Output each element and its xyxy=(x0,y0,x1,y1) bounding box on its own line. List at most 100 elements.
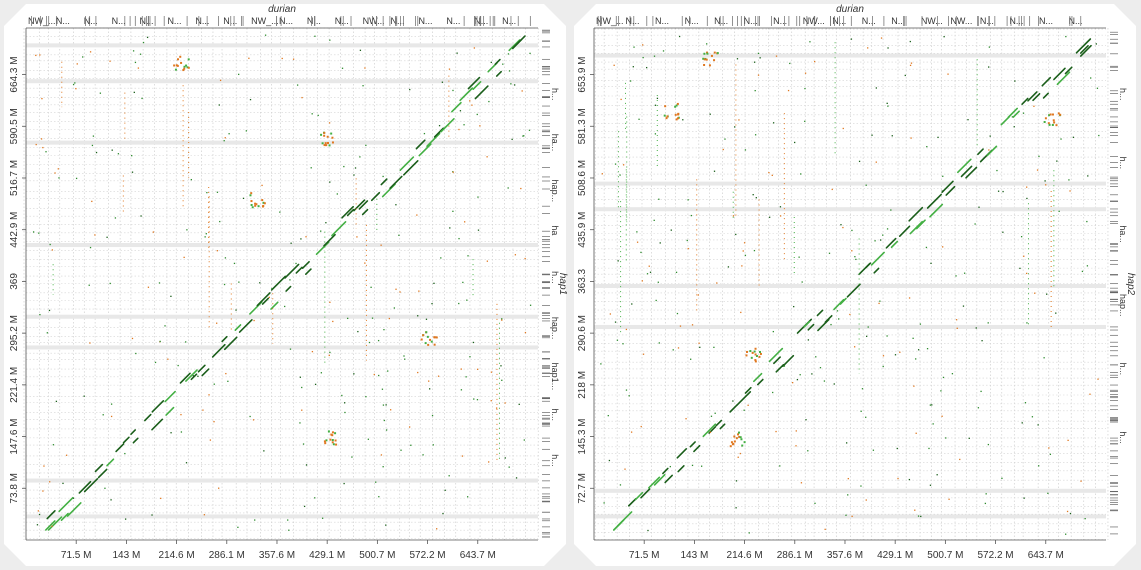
alignment-segment xyxy=(1064,66,1073,75)
top-scaffold-label: N... xyxy=(1068,16,1082,26)
alignment-dot xyxy=(878,302,880,305)
top-scaffold-label: N... xyxy=(685,16,699,26)
alignment-dot xyxy=(867,326,869,328)
alignment-dot xyxy=(687,247,689,250)
alignment-dot xyxy=(466,496,469,498)
cluster-dot xyxy=(331,441,334,444)
alignment-dot xyxy=(371,317,374,319)
alignment-dot xyxy=(997,190,1000,192)
alignment-segment xyxy=(97,468,108,479)
cluster-dot xyxy=(183,67,186,70)
alignment-dot xyxy=(1022,112,1025,114)
alignment-dot xyxy=(628,395,630,397)
alignment-dot xyxy=(624,468,626,470)
alignment-dot xyxy=(831,188,833,191)
top-scaffold-label: N... xyxy=(112,16,126,26)
alignment-dot xyxy=(381,388,384,390)
alignment-dot xyxy=(403,355,405,357)
cluster-dot xyxy=(674,105,677,108)
top-scaffold-label: N... xyxy=(279,16,293,26)
alignment-segment xyxy=(459,87,474,102)
alignment-dot xyxy=(709,113,711,115)
alignment-dot xyxy=(636,231,638,233)
alignment-dot xyxy=(861,388,864,390)
alignment-dot xyxy=(152,231,155,233)
alignment-segment xyxy=(201,368,210,377)
cluster-dot xyxy=(324,142,327,145)
alignment-dot xyxy=(1067,439,1069,442)
alignment-dot xyxy=(617,260,619,262)
alignment-dot xyxy=(524,257,526,260)
alignment-segment xyxy=(495,70,502,77)
alignment-segment xyxy=(1075,38,1092,54)
panel-2: durian 71.5 M 143 M 214.6 M 286.1 M 357.6 M 42… xyxy=(574,4,1136,566)
alignment-dot xyxy=(218,487,220,489)
alignment-dot xyxy=(364,67,366,69)
cluster-dot xyxy=(187,66,190,69)
alignment-dot xyxy=(37,510,39,512)
top-scaffold-label: N... xyxy=(195,16,209,26)
alignment-dot xyxy=(203,514,206,516)
alignment-segment xyxy=(768,347,784,363)
alignment-dot xyxy=(437,375,440,377)
alignment-segment xyxy=(693,444,701,453)
cluster-dot xyxy=(746,350,749,353)
alignment-dot xyxy=(996,169,998,172)
y-tick-label: 653.9 M xyxy=(577,56,588,92)
alignment-dot xyxy=(779,215,782,217)
alignment-dot xyxy=(343,482,345,485)
alignment-dot xyxy=(1080,480,1082,482)
alignment-dot xyxy=(840,224,842,226)
alignment-dot xyxy=(842,226,844,229)
top-scaffold-label: N... xyxy=(391,16,405,26)
alignment-dot xyxy=(92,135,95,137)
top-scaffold-label: N... xyxy=(626,16,640,26)
alignment-dot xyxy=(51,249,54,251)
alignment-dot xyxy=(524,331,527,334)
alignment-dot xyxy=(636,241,639,243)
alignment-segment xyxy=(634,491,644,501)
alignment-dot xyxy=(311,350,314,353)
y-tick-label: 508.6 M xyxy=(577,160,588,196)
alignment-dot xyxy=(656,97,659,100)
alignment-dot xyxy=(755,197,757,199)
top-scaffold-label: N... xyxy=(891,16,905,26)
alignment-dot xyxy=(458,302,460,305)
cluster-dot xyxy=(185,64,188,67)
alignment-dot xyxy=(899,351,901,353)
alignment-segment xyxy=(890,240,899,249)
alignment-dot xyxy=(292,58,295,60)
alignments xyxy=(32,34,532,531)
cluster-dot xyxy=(1043,121,1046,124)
alignment-dot xyxy=(204,236,206,238)
alignment-dot xyxy=(147,286,150,288)
alignment-dot xyxy=(795,445,797,447)
alignment-dot xyxy=(301,96,303,99)
alignment-dot xyxy=(410,444,412,446)
alignment-dot xyxy=(657,281,659,283)
y-tick-label: 72.7 M xyxy=(577,473,588,504)
alignment-dot xyxy=(382,466,384,468)
scaffold-band xyxy=(26,43,538,48)
alignment-dot xyxy=(380,244,382,246)
alignment-segment xyxy=(370,191,381,202)
x-tick-label: 71.5 M xyxy=(629,550,660,561)
alignment-dot xyxy=(51,525,53,527)
cluster-dot xyxy=(331,141,334,144)
alignment-dot xyxy=(237,526,239,528)
alignment-dot xyxy=(670,229,672,231)
alignment-dot xyxy=(795,430,797,432)
alignment-dot xyxy=(608,459,611,462)
cluster-dot xyxy=(730,441,733,444)
cluster-dot xyxy=(677,112,680,115)
alignment-dot xyxy=(213,421,215,423)
alignment-dot xyxy=(317,114,319,117)
alignment-dot xyxy=(515,477,518,479)
alignment-dot xyxy=(947,73,949,75)
alignment-dot xyxy=(614,321,617,323)
y-tick-label: 221.4 M xyxy=(9,367,20,403)
alignment-dot xyxy=(75,177,78,180)
alignment-dot xyxy=(744,149,747,151)
alignment-dot xyxy=(897,477,899,480)
top-scaffold-label: N... xyxy=(744,16,758,26)
